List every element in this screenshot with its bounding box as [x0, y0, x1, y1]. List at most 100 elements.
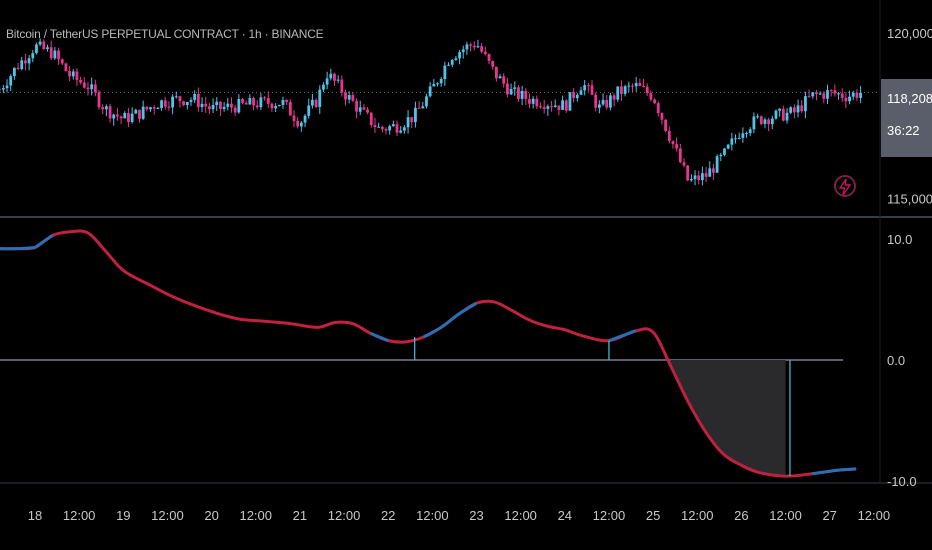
candle-body — [163, 100, 167, 107]
candle-body — [123, 113, 127, 119]
time-axis-label: 12:00 — [504, 508, 537, 523]
candle-body — [336, 79, 340, 81]
candle-body — [119, 116, 123, 119]
candle-body — [0, 89, 2, 91]
candle-body — [528, 99, 531, 104]
candle-body — [196, 94, 200, 108]
candle-body — [182, 101, 186, 106]
candle-body — [443, 65, 447, 79]
candle-body — [219, 101, 222, 109]
candle-body — [631, 85, 634, 87]
indicator-axis-label: -10.0 — [887, 474, 917, 489]
candle-body — [759, 116, 763, 124]
candle-body — [402, 127, 406, 131]
candle-body — [653, 99, 656, 104]
candle-body — [318, 89, 322, 107]
candle-body — [800, 105, 804, 112]
candle-body — [719, 154, 723, 157]
candle-body — [270, 103, 274, 109]
candle-body — [31, 53, 35, 59]
candle-body — [605, 99, 609, 108]
time-axis-label: 26 — [734, 508, 748, 523]
time-axis-label: 21 — [293, 508, 307, 523]
candle-body — [35, 44, 38, 54]
candle-body — [638, 82, 642, 86]
candle-body — [730, 138, 734, 145]
candle-body — [778, 108, 782, 111]
oscillator-up-segment — [0, 245, 36, 251]
candle-body — [789, 107, 793, 113]
candle-body — [97, 92, 101, 108]
candle-body — [288, 101, 292, 116]
candle-body — [226, 103, 230, 107]
candle-body — [215, 101, 219, 106]
candle-body — [377, 126, 381, 128]
oscillator-up-segment — [422, 301, 478, 339]
candle-body — [715, 156, 719, 173]
candle-body — [329, 73, 333, 79]
candle-body — [204, 103, 208, 107]
candle-body — [723, 148, 726, 155]
candle-body — [833, 90, 837, 94]
candle-body — [244, 102, 248, 105]
candle-body — [237, 98, 241, 113]
oscillator-up-segment — [34, 234, 54, 249]
flash-icon[interactable] — [834, 175, 856, 197]
candle-body — [756, 116, 759, 118]
candle-body — [428, 86, 432, 97]
candle-body — [285, 100, 289, 102]
candle-body — [414, 107, 417, 123]
candle-body — [675, 144, 679, 149]
candle-body — [737, 137, 741, 139]
candle-body — [689, 178, 693, 181]
time-axis-label: 23 — [469, 508, 483, 523]
candle-body — [454, 58, 458, 60]
candle-body — [704, 173, 708, 177]
candle-body — [447, 64, 450, 66]
candle-body — [391, 124, 395, 127]
candle-body — [627, 85, 631, 87]
candle-body — [774, 110, 778, 119]
candle-body — [498, 76, 502, 79]
candle-body — [344, 92, 347, 100]
candle-body — [296, 120, 300, 127]
candle-body — [38, 41, 42, 45]
candle-body — [101, 107, 105, 110]
time-axis-label: 12:00 — [328, 508, 361, 523]
candle-body — [480, 46, 484, 52]
time-axis-label: 20 — [204, 508, 218, 523]
symbol-title[interactable]: Bitcoin / TetherUS PERPETUAL CONTRACT · … — [6, 27, 324, 41]
candle-body — [248, 98, 252, 105]
candle-body — [487, 54, 491, 61]
candle-body — [104, 106, 108, 110]
candle-body — [539, 106, 542, 108]
time-axis-label: 12:00 — [681, 508, 714, 523]
candle-body — [230, 103, 233, 108]
candle-body — [855, 92, 859, 98]
candle-body — [93, 84, 97, 93]
candle-body — [369, 112, 373, 126]
candle-body — [686, 165, 690, 181]
candle-body — [678, 148, 682, 163]
candle-body — [634, 82, 638, 87]
candle-body — [130, 113, 134, 122]
time-axis-label: 12:00 — [769, 508, 802, 523]
candle-body — [292, 115, 296, 121]
candle-body — [682, 162, 686, 166]
time-axis-label: 12:00 — [151, 508, 184, 523]
indicator-axis-label: 10.0 — [887, 232, 912, 247]
candle-body — [281, 100, 285, 105]
axes: 120,000.0 115,000.0 10.0 0.0 -10.0 18 12:00 19 1… — [0, 0, 932, 523]
candle-body — [734, 138, 737, 140]
candle-body — [664, 119, 668, 131]
candle-body — [726, 144, 730, 149]
candle-body — [90, 84, 94, 90]
candle-body — [333, 73, 336, 81]
candle-body — [612, 95, 616, 100]
oscillator-up-segment — [608, 329, 636, 343]
candle-body — [701, 173, 704, 181]
candle-body — [767, 119, 771, 125]
candle-body — [373, 125, 377, 128]
candle-body — [469, 44, 473, 46]
